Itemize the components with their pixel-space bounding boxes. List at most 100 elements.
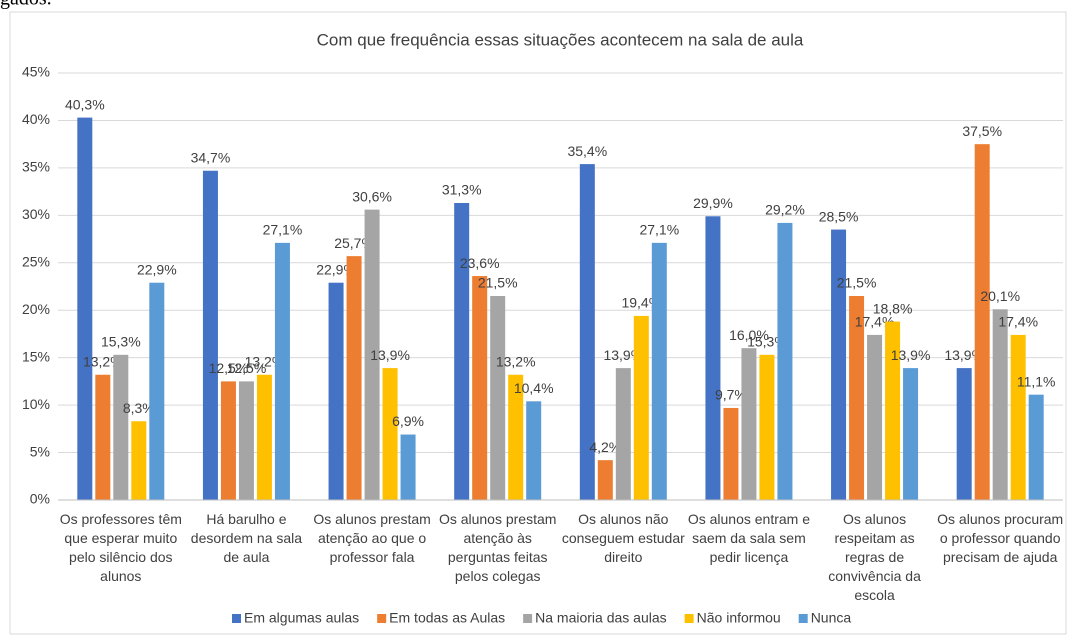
x-tick-label-line: Os alunos procuram — [937, 511, 1063, 527]
value-label: 23,6% — [460, 255, 500, 271]
x-tick-label: Os alunos entram e saem da sala sem pedir … — [688, 511, 810, 565]
value-label: 12,5% — [209, 360, 249, 376]
bar — [508, 374, 524, 500]
bar — [956, 368, 972, 500]
y-tick-label: 15% — [22, 348, 50, 364]
bar — [723, 407, 739, 500]
x-tick-label-line: de aula — [223, 549, 269, 565]
y-tick-label: 20% — [22, 301, 50, 317]
bar — [705, 216, 721, 500]
x-tick-label-line: o professor quando — [940, 530, 1061, 546]
value-label: 28,5% — [819, 208, 859, 224]
value-label: 15,3% — [101, 334, 141, 350]
value-label: 19,4% — [621, 295, 661, 311]
bar — [400, 434, 416, 500]
value-label: 13,9% — [891, 347, 931, 363]
x-tick-label: Há barulho e desordem na sala de aula — [191, 511, 303, 565]
bar — [472, 276, 488, 500]
bar — [490, 295, 506, 500]
x-tick-label: Os alunos prestam atenção às perguntas fei… — [439, 511, 557, 584]
value-label: 12,5% — [227, 360, 267, 376]
x-tick-label-line: saem da sala sem — [692, 530, 806, 546]
value-label: 21,5% — [837, 275, 877, 291]
x-tick-label-line: atenção ao que o — [318, 530, 426, 546]
bar — [454, 202, 470, 500]
value-label: 29,9% — [693, 195, 733, 211]
x-tick-label: Os alunos não conseguem estudar direito — [562, 511, 685, 565]
value-label: 21,5% — [478, 275, 518, 291]
value-label: 22,9% — [316, 261, 356, 277]
x-tick-label-line: Há barulho e — [206, 511, 286, 527]
value-label: 11,1% — [1017, 373, 1056, 389]
value-label: 13,2% — [496, 353, 536, 369]
bar — [220, 381, 236, 500]
bar — [974, 144, 990, 500]
x-tick-label-line: regras de — [845, 549, 904, 565]
value-label: 9,7% — [715, 387, 747, 403]
bar — [903, 368, 919, 500]
bar — [759, 354, 775, 500]
y-tick-label: 30% — [22, 206, 50, 222]
bar — [992, 309, 1008, 500]
legend-swatch — [798, 614, 808, 623]
value-label: 18,8% — [873, 300, 913, 316]
value-label: 20,1% — [980, 288, 1020, 304]
legend-swatch — [684, 614, 694, 623]
bar — [149, 282, 165, 500]
value-label: 27,1% — [639, 222, 679, 238]
x-tick-label-line: Os alunos — [843, 511, 906, 527]
value-label: 8,3% — [123, 400, 155, 416]
value-label: 13,2% — [83, 353, 123, 369]
legend-label: Em todas as Aulas — [389, 610, 505, 626]
y-tick-label: 40% — [22, 111, 50, 127]
bar — [526, 401, 542, 500]
legend-label: Em algumas aulas — [244, 610, 359, 626]
bar — [597, 460, 613, 500]
x-tick-label-line: professor fala — [330, 549, 415, 565]
value-label: 34,7% — [191, 149, 231, 165]
value-label: 13,9% — [603, 347, 643, 363]
y-tick-label: 45% — [22, 64, 50, 80]
chart-title: Com que frequência essas situações acont… — [317, 30, 804, 49]
y-tick-label: 10% — [22, 396, 50, 412]
x-tick-label: Os alunos procuram o professor quando prec… — [937, 511, 1063, 565]
bar — [364, 209, 380, 500]
x-tick-label-line: convivência da — [828, 568, 921, 584]
x-tick-label-line: Os alunos não — [578, 511, 668, 527]
bar — [633, 315, 649, 500]
value-label: 31,3% — [442, 182, 482, 198]
x-tick-label-line: respeitam as — [834, 530, 914, 546]
bar — [131, 421, 147, 500]
x-tick-label: Os alunos prestam atenção ao que o profess… — [313, 511, 431, 565]
x-tick-label-line: conseguem estudar — [562, 530, 685, 546]
value-label: 17,4% — [855, 314, 895, 330]
bar — [328, 282, 344, 500]
legend-swatch — [523, 614, 533, 623]
bar — [202, 170, 218, 501]
x-tick-label-line: perguntas feitas — [448, 549, 548, 565]
x-tick-label-line: pelos colegas — [455, 568, 541, 584]
value-label: 4,2% — [589, 439, 621, 455]
y-tick-label: 35% — [22, 159, 50, 175]
value-label: 13,9% — [944, 347, 984, 363]
x-tick-label-line: pedir licença — [710, 549, 789, 565]
y-tick-label: 0% — [30, 491, 50, 507]
x-tick-label-line: precisam de ajuda — [943, 549, 1058, 565]
x-tick-label-line: Os professores têm — [60, 511, 182, 527]
bar — [741, 348, 757, 500]
value-label: 30,6% — [352, 188, 392, 204]
bar — [113, 354, 129, 500]
y-tick-label: 5% — [30, 443, 50, 459]
value-label: 15,3% — [747, 334, 787, 350]
bar — [849, 295, 865, 500]
x-tick-label-line: Os alunos prestam — [439, 511, 557, 527]
x-tick-label-line: que esperar muito — [64, 530, 177, 546]
bar — [831, 229, 847, 501]
value-label: 10,4% — [514, 380, 554, 396]
bar — [382, 368, 398, 500]
bar — [1010, 334, 1026, 500]
value-label: 29,2% — [765, 202, 805, 218]
bar — [95, 374, 111, 500]
bar — [238, 381, 254, 500]
